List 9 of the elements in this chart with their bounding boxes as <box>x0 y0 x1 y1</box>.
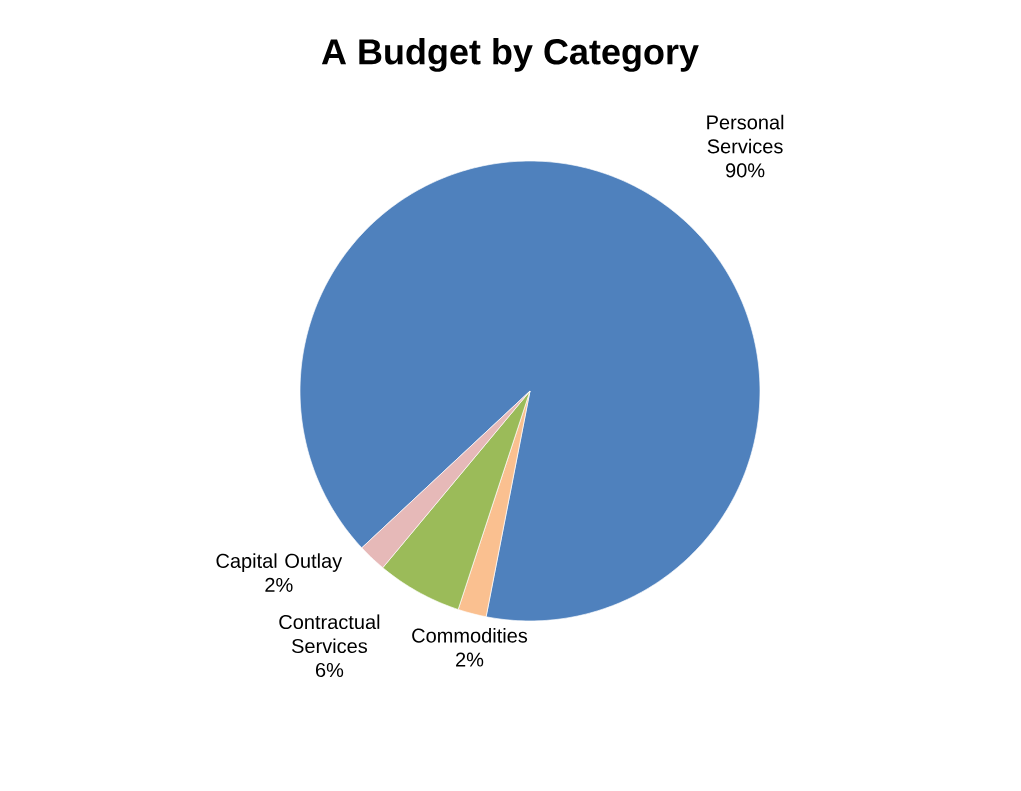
data-label: 2% <box>265 577 293 592</box>
slice-label: Capital Outlay <box>216 553 343 572</box>
slice-label: Commodities <box>412 628 528 643</box>
data-label: 2% <box>456 652 484 667</box>
data-label: 90% <box>726 163 765 178</box>
slice-label: Personal Services <box>707 114 784 154</box>
data-label: 6% <box>316 662 344 678</box>
slice-label: Contractual Services <box>279 614 380 654</box>
chart-title: A Budget by Category <box>321 38 699 72</box>
